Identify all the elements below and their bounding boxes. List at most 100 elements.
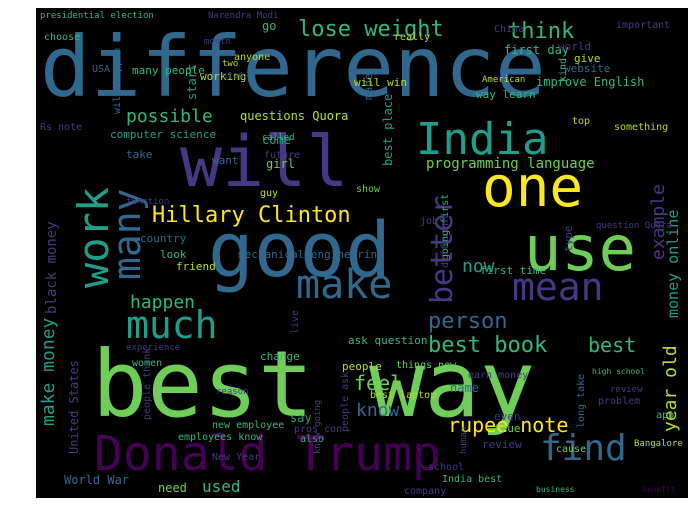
cloud-word: use: [524, 212, 636, 285]
cloud-word: now: [462, 256, 495, 277]
cloud-word: New Year: [212, 452, 260, 463]
cloud-word: make: [296, 262, 392, 308]
cloud-word: American: [482, 75, 525, 85]
cloud-word: look: [160, 248, 187, 261]
cloud-word: give: [574, 52, 601, 65]
cloud-word: Rs note: [40, 122, 82, 133]
cloud-word: function: [126, 197, 169, 207]
cloud-word: future: [264, 150, 300, 161]
cloud-word: go: [262, 19, 276, 33]
cloud-word: cause: [556, 444, 586, 455]
word-cloud: difference best way good will one use Donald T…: [36, 8, 688, 498]
cloud-word: school: [428, 462, 464, 473]
cloud-word: ask question: [348, 334, 427, 347]
cloud-word: difference: [40, 18, 546, 116]
cloud-word: live: [290, 310, 301, 334]
cloud-word: stop: [222, 71, 244, 81]
cloud-word: best place: [381, 94, 395, 166]
cloud-word: work: [69, 187, 118, 288]
cloud-word: need: [158, 481, 187, 495]
cloud-word: make money: [38, 317, 59, 426]
cloud-word: come: [262, 133, 291, 147]
cloud-word: Narendra Modi: [208, 11, 278, 21]
cloud-word: best: [588, 333, 636, 357]
cloud-word: something: [614, 122, 668, 133]
cloud-word: made: [362, 74, 375, 101]
cloud-word: way learn: [476, 88, 536, 101]
cloud-word: example: [648, 184, 669, 260]
cloud-word: year old: [660, 345, 681, 432]
cloud-word: website: [564, 62, 610, 75]
cloud-word: India best: [442, 474, 502, 485]
cloud-word: will: [180, 121, 349, 203]
cloud-word: business: [536, 485, 575, 494]
cloud-word: high school: [592, 367, 645, 376]
cloud-word: women: [132, 358, 162, 369]
cloud-word: also: [300, 434, 324, 445]
cloud-word: true: [494, 422, 521, 435]
cloud-word: long take: [576, 374, 587, 428]
cloud-word: working: [200, 70, 246, 83]
cloud-word: anyone: [234, 52, 270, 63]
cloud-word: name: [450, 381, 479, 395]
cloud-word: people think: [142, 348, 153, 420]
cloud-word: Hillary Clinton: [152, 203, 351, 228]
cloud-word: question Quora: [596, 221, 672, 231]
cloud-background: [36, 8, 688, 498]
cloud-word: pros con: [294, 424, 342, 435]
cloud-word: take: [126, 148, 153, 161]
cloud-word: first day: [504, 43, 569, 57]
cloud-word: company: [404, 486, 446, 497]
cloud-word: friend: [176, 260, 216, 273]
cloud-word: used: [202, 477, 241, 496]
cloud-word: Donald Trump: [94, 426, 441, 482]
cloud-word: show: [356, 184, 381, 195]
cloud-word: review: [482, 438, 522, 451]
cloud-word: mechanical engineering: [238, 248, 384, 261]
cloud-word: first time: [480, 264, 546, 277]
cloud-word: rupee note: [448, 413, 568, 437]
cloud-word: type: [562, 226, 575, 253]
cloud-word: want: [212, 154, 239, 167]
cloud-word: guy: [260, 188, 278, 199]
cloud-word: important: [616, 20, 670, 31]
cloud-word: good: [208, 205, 391, 294]
cloud-word: choose: [44, 32, 80, 43]
cloud-word: India: [416, 114, 548, 165]
cloud-word: many people: [132, 64, 205, 77]
cloud-word: new employee: [212, 420, 284, 431]
cloud-word: employees know: [178, 432, 263, 443]
cloud-word: start: [185, 64, 199, 100]
cloud-word: girl: [266, 157, 295, 171]
cloud-word: people ask: [340, 372, 351, 432]
cloud-word: United States: [67, 360, 81, 454]
cloud-word: much: [126, 303, 218, 347]
cloud-word: find: [540, 428, 627, 469]
cloud-word: questions Quora: [240, 109, 348, 123]
cloud-word: mean: [512, 265, 604, 309]
cloud-word: best book: [428, 333, 547, 358]
cloud-word: two: [222, 59, 238, 69]
cloud-word: world: [558, 40, 591, 53]
cloud-word: problem: [598, 396, 640, 407]
cloud-word: presidential election: [40, 11, 154, 21]
cloud-word: will happen: [112, 48, 123, 114]
cloud-word: experience: [126, 343, 180, 353]
cloud-word: lose weight: [298, 17, 444, 42]
cloud-word: programming language: [426, 156, 595, 172]
cloud-word: even: [494, 410, 521, 423]
cloud-word: think: [508, 19, 574, 44]
cloud-word: happen: [130, 292, 195, 313]
cloud-word: know: [356, 400, 400, 421]
cloud-word: reason: [216, 387, 249, 397]
cloud-word: say: [290, 411, 312, 425]
cloud-word: called: [262, 133, 295, 143]
cloud-word: one: [482, 155, 583, 220]
cloud-word: top: [572, 116, 590, 127]
cloud-word: human: [459, 427, 469, 454]
cloud-word: country: [140, 232, 187, 245]
cloud-word: many: [105, 188, 149, 280]
cloud-word: best laptop: [370, 390, 436, 401]
cloud-word: kind: [558, 58, 569, 82]
